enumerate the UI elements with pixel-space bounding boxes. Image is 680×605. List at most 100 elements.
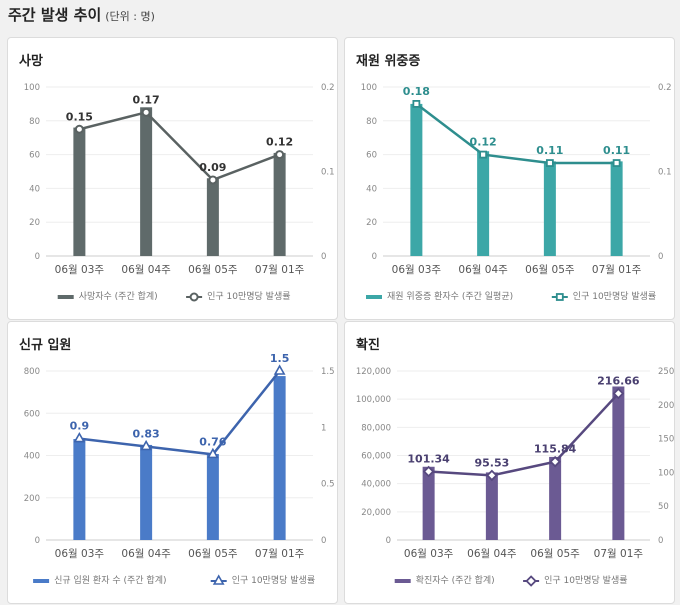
legend-line-label: 인구 10만명당 발생률: [544, 575, 627, 586]
triangle-marker: [273, 364, 286, 375]
y-tick-label: 600: [24, 409, 40, 419]
data-label: 0.11: [603, 144, 630, 157]
y-tick-label: 60,000: [361, 452, 391, 462]
legend-bar-label: 신규 입원 환자 수 (주간 합계): [54, 574, 166, 586]
title-text: 주간 발생 추이: [8, 6, 102, 24]
y2-tick-label: 0: [658, 252, 663, 262]
x-tick-label: 07월 01주: [255, 264, 305, 276]
legend-line-label: 인구 10만명당 발생률: [207, 291, 290, 302]
x-tick-label: 06월 05주: [188, 264, 238, 276]
y-tick-label: 100,000: [356, 395, 391, 405]
y-tick-label: 0: [372, 252, 377, 262]
data-label: 1.5: [270, 352, 290, 365]
circle-marker: [74, 124, 84, 134]
data-label: 0.18: [403, 85, 430, 98]
data-label: 0.83: [133, 427, 160, 440]
diamond-marker: [525, 575, 537, 587]
data-label: 0.17: [133, 93, 160, 106]
x-tick-label: 06월 04주: [121, 264, 171, 276]
data-label: 101.34: [407, 452, 450, 465]
legend-line-label: 인구 10만명당 발생률: [573, 291, 656, 302]
y-tick-label: 100: [24, 83, 40, 93]
legend-bar-label: 재원 위중증 환자수 (주간 일평균): [387, 290, 513, 302]
y-tick-label: 0: [35, 252, 40, 262]
chart-title: 재원 위중증: [356, 54, 421, 69]
y2-tick-label: 0: [321, 252, 326, 262]
bar: [206, 178, 219, 256]
data-label: 95.53: [474, 456, 509, 469]
data-label: 0.12: [470, 136, 497, 149]
legend-bar-swatch: [394, 579, 411, 583]
y2-tick-label: 0.1: [658, 168, 672, 178]
bar: [73, 127, 86, 256]
y-tick-label: 100: [361, 83, 377, 93]
bar: [273, 376, 286, 540]
x-tick-label: 06월 04주: [467, 548, 517, 560]
y-tick-label: 400: [24, 452, 40, 462]
square-marker: [612, 159, 621, 167]
y-tick-label: 40: [29, 184, 40, 194]
diamond-marker: [422, 465, 435, 478]
bar: [206, 454, 219, 540]
chart-card-admission: 신규 입원 0 200 400 600 800 0 0.5 1 1.5 06월 03주 06월 04주…: [7, 321, 338, 604]
diamond-marker: [486, 469, 498, 482]
circle-marker: [275, 150, 285, 160]
bar: [610, 161, 623, 256]
square-marker: [555, 293, 564, 301]
legend-bar-swatch: [33, 579, 50, 583]
data-label: 216.66: [597, 375, 640, 388]
square-marker: [479, 150, 488, 159]
y-tick-label: 120,000: [356, 367, 391, 377]
chart-card-death: 사망 0 20 40 60 80 100 0 0.1 0.2 06월 03주 06월 04주 06월 0…: [7, 37, 338, 320]
triangle-marker: [140, 439, 152, 451]
chart-svg: 0 20,000 40,000 60,000 80,000 100,000 120,000 0…: [356, 367, 674, 587]
x-tick-label: 06월 04주: [458, 264, 508, 276]
chart-svg: 0 20 40 60 80 100 0 0.1 0.2 06월 03주 06월 04주 06월 05주…: [361, 83, 672, 302]
line-series: [79, 110, 281, 182]
line-series: [428, 392, 620, 477]
y-tick-label: 200: [24, 494, 40, 504]
triangle-marker: [207, 447, 219, 459]
bar: [612, 386, 625, 540]
y-tick-label: 20: [29, 218, 40, 228]
y-tick-label: 60: [366, 151, 377, 161]
legend-bar-swatch: [366, 295, 382, 299]
data-label: 0.12: [266, 136, 293, 149]
x-tick-label: 06월 03주: [55, 264, 105, 276]
y-tick-label: 40,000: [361, 480, 391, 490]
x-tick-label: 06월 03주: [404, 548, 454, 560]
y2-tick-label: 100: [658, 468, 674, 478]
y2-tick-label: 250: [658, 367, 674, 377]
data-label: 0.15: [66, 110, 93, 123]
y-tick-label: 20,000: [361, 508, 391, 518]
chart-title: 확진: [356, 338, 380, 353]
x-tick-label: 06월 05주: [525, 264, 575, 276]
line-series: [79, 370, 281, 456]
y-tick-label: 80: [366, 117, 377, 127]
y2-tick-label: 50: [658, 502, 669, 512]
bar: [410, 103, 423, 257]
y2-tick-label: 0.2: [658, 83, 672, 93]
y-tick-label: 80: [29, 117, 40, 127]
diamond-marker: [612, 387, 625, 400]
y-tick-label: 20: [366, 218, 377, 228]
chart-title: 신규 입원: [19, 338, 72, 353]
x-tick-label: 06월 04주: [121, 548, 171, 560]
y2-tick-label: 200: [658, 401, 674, 411]
x-tick-label: 07월 01주: [255, 548, 305, 560]
legend-bar-label: 사망자수 (주간 합계): [79, 290, 158, 302]
legend-bar-swatch: [57, 295, 74, 299]
data-label: 115.84: [534, 443, 577, 456]
circle-marker: [208, 175, 218, 185]
chart-title: 사망: [19, 54, 43, 69]
x-tick-label: 06월 05주: [530, 548, 580, 560]
y2-tick-label: 0.2: [321, 83, 335, 93]
y2-tick-label: 0: [321, 536, 326, 546]
y2-tick-label: 1: [321, 423, 326, 433]
bar: [485, 472, 498, 540]
chart-svg: 0 20 40 60 80 100 0 0.1 0.2 06월 03주 06월 04주 06월 05주…: [24, 83, 335, 302]
y2-tick-label: 0: [658, 536, 663, 546]
data-label: 0.09: [199, 161, 226, 174]
legend-line-label: 인구 10만명당 발생률: [232, 575, 315, 586]
y2-tick-label: 0.5: [321, 480, 335, 490]
